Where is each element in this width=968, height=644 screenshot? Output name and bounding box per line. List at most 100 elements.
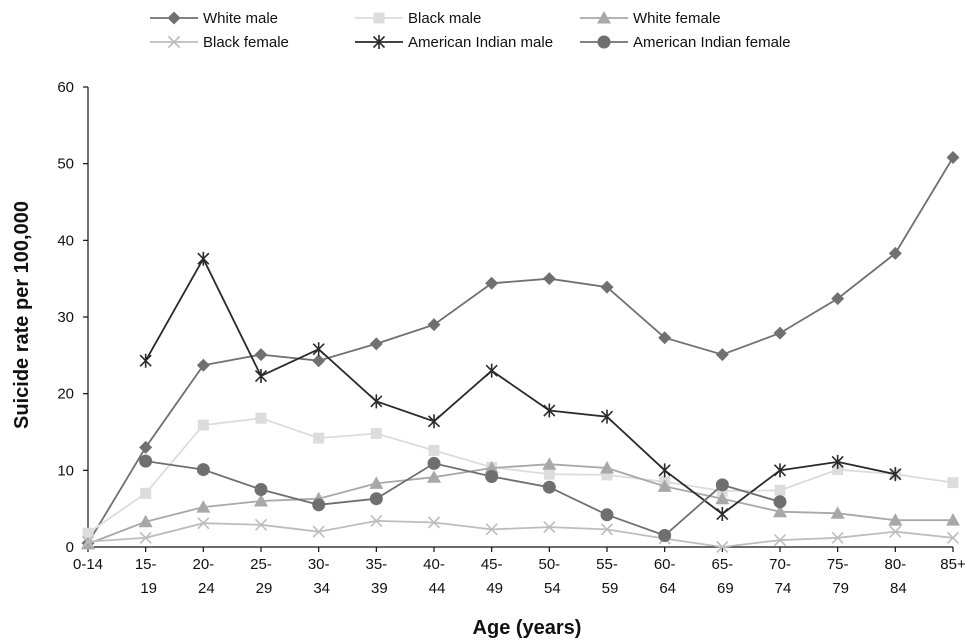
data-point-black-female <box>889 525 902 538</box>
x-tick-label-line2: 69 <box>717 580 734 597</box>
data-point-white-male <box>139 440 153 454</box>
data-point-american-indian-male <box>254 369 268 384</box>
x-tick-label-line2: 19 <box>140 580 157 597</box>
legend-marker <box>167 11 181 25</box>
legend-marker <box>167 35 181 49</box>
series-american-indian-male <box>139 251 902 522</box>
x-tick-label-line2: 54 <box>544 580 561 597</box>
x-tick-label-line2: 34 <box>313 580 330 597</box>
data-point-white-female <box>600 461 614 474</box>
data-point-american-indian-male <box>600 409 614 424</box>
x-tick-label: 60- <box>654 556 676 573</box>
y-ticks: 0 10 20 30 40 50 60 <box>57 79 88 556</box>
data-point-american-indian-male <box>658 463 671 478</box>
data-point-black-male <box>255 412 267 424</box>
x-tick-label: 0-14 <box>73 556 103 573</box>
data-point-black-male <box>543 468 555 480</box>
legend-label: American Indian female <box>633 34 791 51</box>
data-point-white-female <box>484 461 499 474</box>
x-tick-label: 40- <box>423 556 445 573</box>
data-point-american-indian-male <box>197 251 210 266</box>
data-point-white-female <box>427 470 441 483</box>
legend-marker <box>372 35 386 49</box>
legend-label: Black female <box>203 34 289 51</box>
legend-item-american-indian-male: American Indian male <box>355 34 553 51</box>
x-tick-label: 30- <box>308 556 330 573</box>
data-point-white-male <box>658 331 672 345</box>
data-point-white-female <box>715 491 730 505</box>
data-point-black-female <box>312 525 325 538</box>
data-point-white-male <box>773 326 787 340</box>
data-point-white-female <box>254 494 268 507</box>
x-tick-label: 35- <box>365 556 387 573</box>
x-tick-label: 25- <box>250 556 272 573</box>
data-point-black-female <box>427 516 441 529</box>
data-point-white-female <box>830 506 845 519</box>
data-point-white-male <box>888 246 902 260</box>
data-point-black-female <box>485 523 498 536</box>
data-point-white-male <box>196 358 210 372</box>
x-tick-label-line2: 49 <box>486 580 503 597</box>
data-point-white-female <box>196 500 211 513</box>
data-point-white-male <box>600 280 614 294</box>
x-tick-label-line2: 44 <box>429 580 446 597</box>
data-point-american-indian-female <box>658 529 672 542</box>
legend-marker <box>373 12 385 24</box>
x-ticks: 0-14 15- 19 20- 24 25- 29 30- 34 35- 39 40- 44 45- 49 5… <box>73 547 966 597</box>
data-point-american-indian-female <box>600 508 614 522</box>
legend-item-white-male: White male <box>150 10 278 27</box>
series-white-male <box>81 151 960 550</box>
series-line-american-indian-female <box>145 460 781 537</box>
x-axis-title: Age (years) <box>473 617 582 639</box>
x-tick-label-line2: 64 <box>659 580 676 597</box>
data-point-black-male <box>428 444 440 456</box>
data-point-black-male <box>601 469 613 481</box>
x-tick-label: 15- <box>135 556 157 573</box>
legend-label: Black male <box>408 10 481 27</box>
data-point-white-female <box>657 479 672 492</box>
plot-area <box>81 151 960 554</box>
x-tick-label: 55- <box>596 556 618 573</box>
data-point-american-indian-male <box>370 394 383 409</box>
legend-item-black-male: Black male <box>355 10 481 27</box>
data-point-black-female <box>946 531 960 544</box>
data-point-american-indian-male <box>831 454 844 469</box>
data-point-american-indian-male <box>773 463 787 478</box>
data-point-black-male <box>313 432 325 444</box>
data-point-black-female <box>139 531 152 544</box>
data-point-white-male <box>542 272 556 286</box>
data-point-black-female <box>197 517 210 530</box>
data-point-american-indian-male <box>716 507 729 522</box>
data-point-american-indian-female <box>196 463 210 477</box>
legend-item-white-female: White female <box>580 10 721 27</box>
data-point-american-indian-male <box>312 342 325 357</box>
data-point-american-indian-female <box>139 454 153 468</box>
data-point-white-male <box>427 318 441 332</box>
x-tick-label: 45- <box>481 556 503 573</box>
data-point-white-male <box>946 151 960 165</box>
data-point-white-female <box>369 476 384 489</box>
data-point-black-female <box>543 521 556 534</box>
data-point-white-male <box>485 276 499 290</box>
data-point-american-indian-female <box>427 456 441 470</box>
x-tick-label: 65- <box>711 556 733 573</box>
data-point-american-indian-male <box>543 403 556 418</box>
data-point-black-male <box>140 487 152 499</box>
data-point-white-male <box>254 348 268 362</box>
series-line-white-male <box>87 157 954 544</box>
series-white-female <box>81 457 960 550</box>
data-point-white-male <box>715 348 729 362</box>
data-point-american-indian-female <box>369 492 383 506</box>
data-point-american-indian-male <box>427 414 441 429</box>
data-point-black-male <box>947 477 959 489</box>
y-axis-title: Suicide rate per 100,000 <box>11 201 33 429</box>
y-tick-label: 50 <box>57 156 74 173</box>
data-point-black-male <box>774 484 786 496</box>
data-point-white-female <box>888 513 903 526</box>
data-point-american-indian-female <box>715 478 729 492</box>
data-point-american-indian-female <box>254 483 268 496</box>
x-tick-label: 50- <box>538 556 560 573</box>
data-point-black-female <box>831 531 844 544</box>
data-point-black-female <box>370 514 383 527</box>
